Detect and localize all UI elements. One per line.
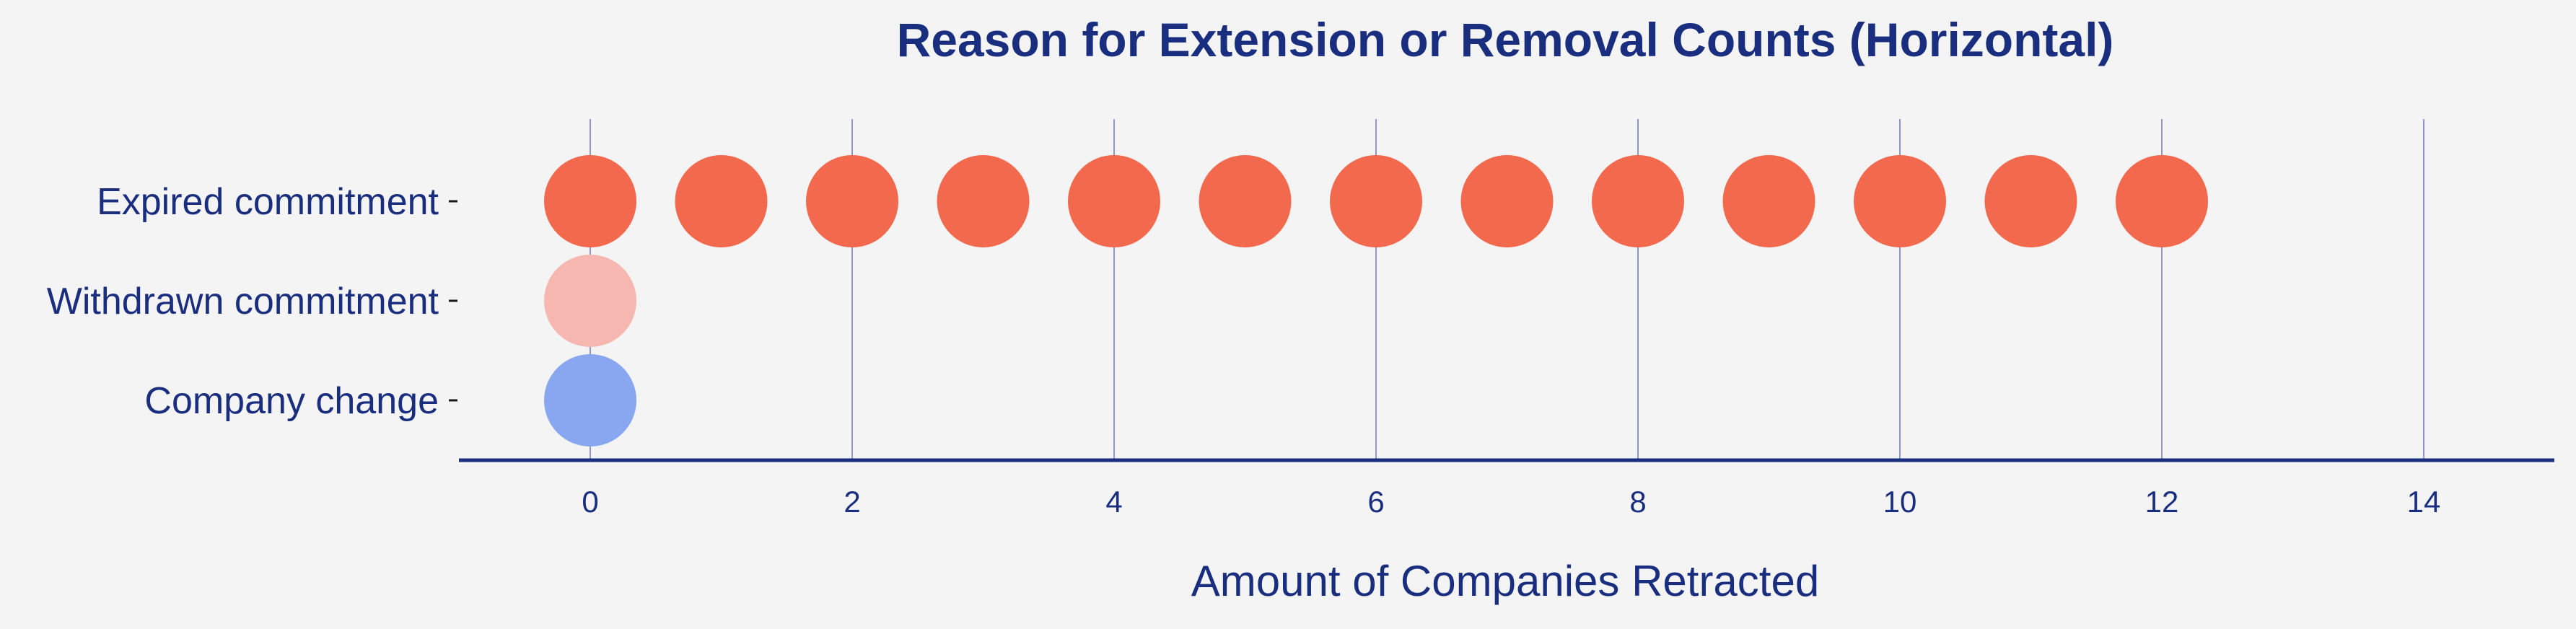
- dot-point: [1460, 155, 1554, 247]
- dot-point: [806, 155, 898, 247]
- dot-point: [1199, 155, 1292, 247]
- x-tick-label: 2: [844, 485, 860, 519]
- dot-point: [675, 155, 768, 247]
- dot-point: [544, 155, 636, 247]
- x-tick-label: 8: [1629, 485, 1646, 519]
- x-tick-label: 14: [2407, 485, 2441, 519]
- dot-point: [1722, 155, 1815, 247]
- dot-point: [544, 255, 636, 347]
- y-category-label: Withdrawn commitment: [47, 281, 439, 322]
- x-tick-label: 12: [2145, 485, 2179, 519]
- x-axis-ticks: 0 2 4 6 8 10 12 14: [582, 485, 2440, 519]
- chart-title: Reason for Extension or Removal Counts (…: [897, 13, 2114, 66]
- x-tick-label: 6: [1367, 485, 1384, 519]
- dot-point: [1592, 155, 1684, 247]
- dot-marks: [544, 155, 2208, 447]
- x-tick-label: 10: [1883, 485, 1917, 519]
- y-axis-categories: Expired commitment Withdrawn commitment Co…: [47, 181, 457, 422]
- y-category-label: Company change: [144, 380, 439, 422]
- dot-point: [1854, 155, 1946, 247]
- dot-point: [1984, 155, 2077, 247]
- dot-point: [1330, 155, 1422, 247]
- x-tick-label: 0: [582, 485, 598, 519]
- dot-point: [1068, 155, 1160, 247]
- y-category-label: Expired commitment: [97, 181, 439, 223]
- dot-point: [937, 155, 1030, 247]
- dot-point: [2116, 155, 2208, 247]
- x-tick-label: 4: [1105, 485, 1122, 519]
- x-axis-label: Amount of Companies Retracted: [1191, 557, 1819, 605]
- dot-point: [544, 354, 636, 447]
